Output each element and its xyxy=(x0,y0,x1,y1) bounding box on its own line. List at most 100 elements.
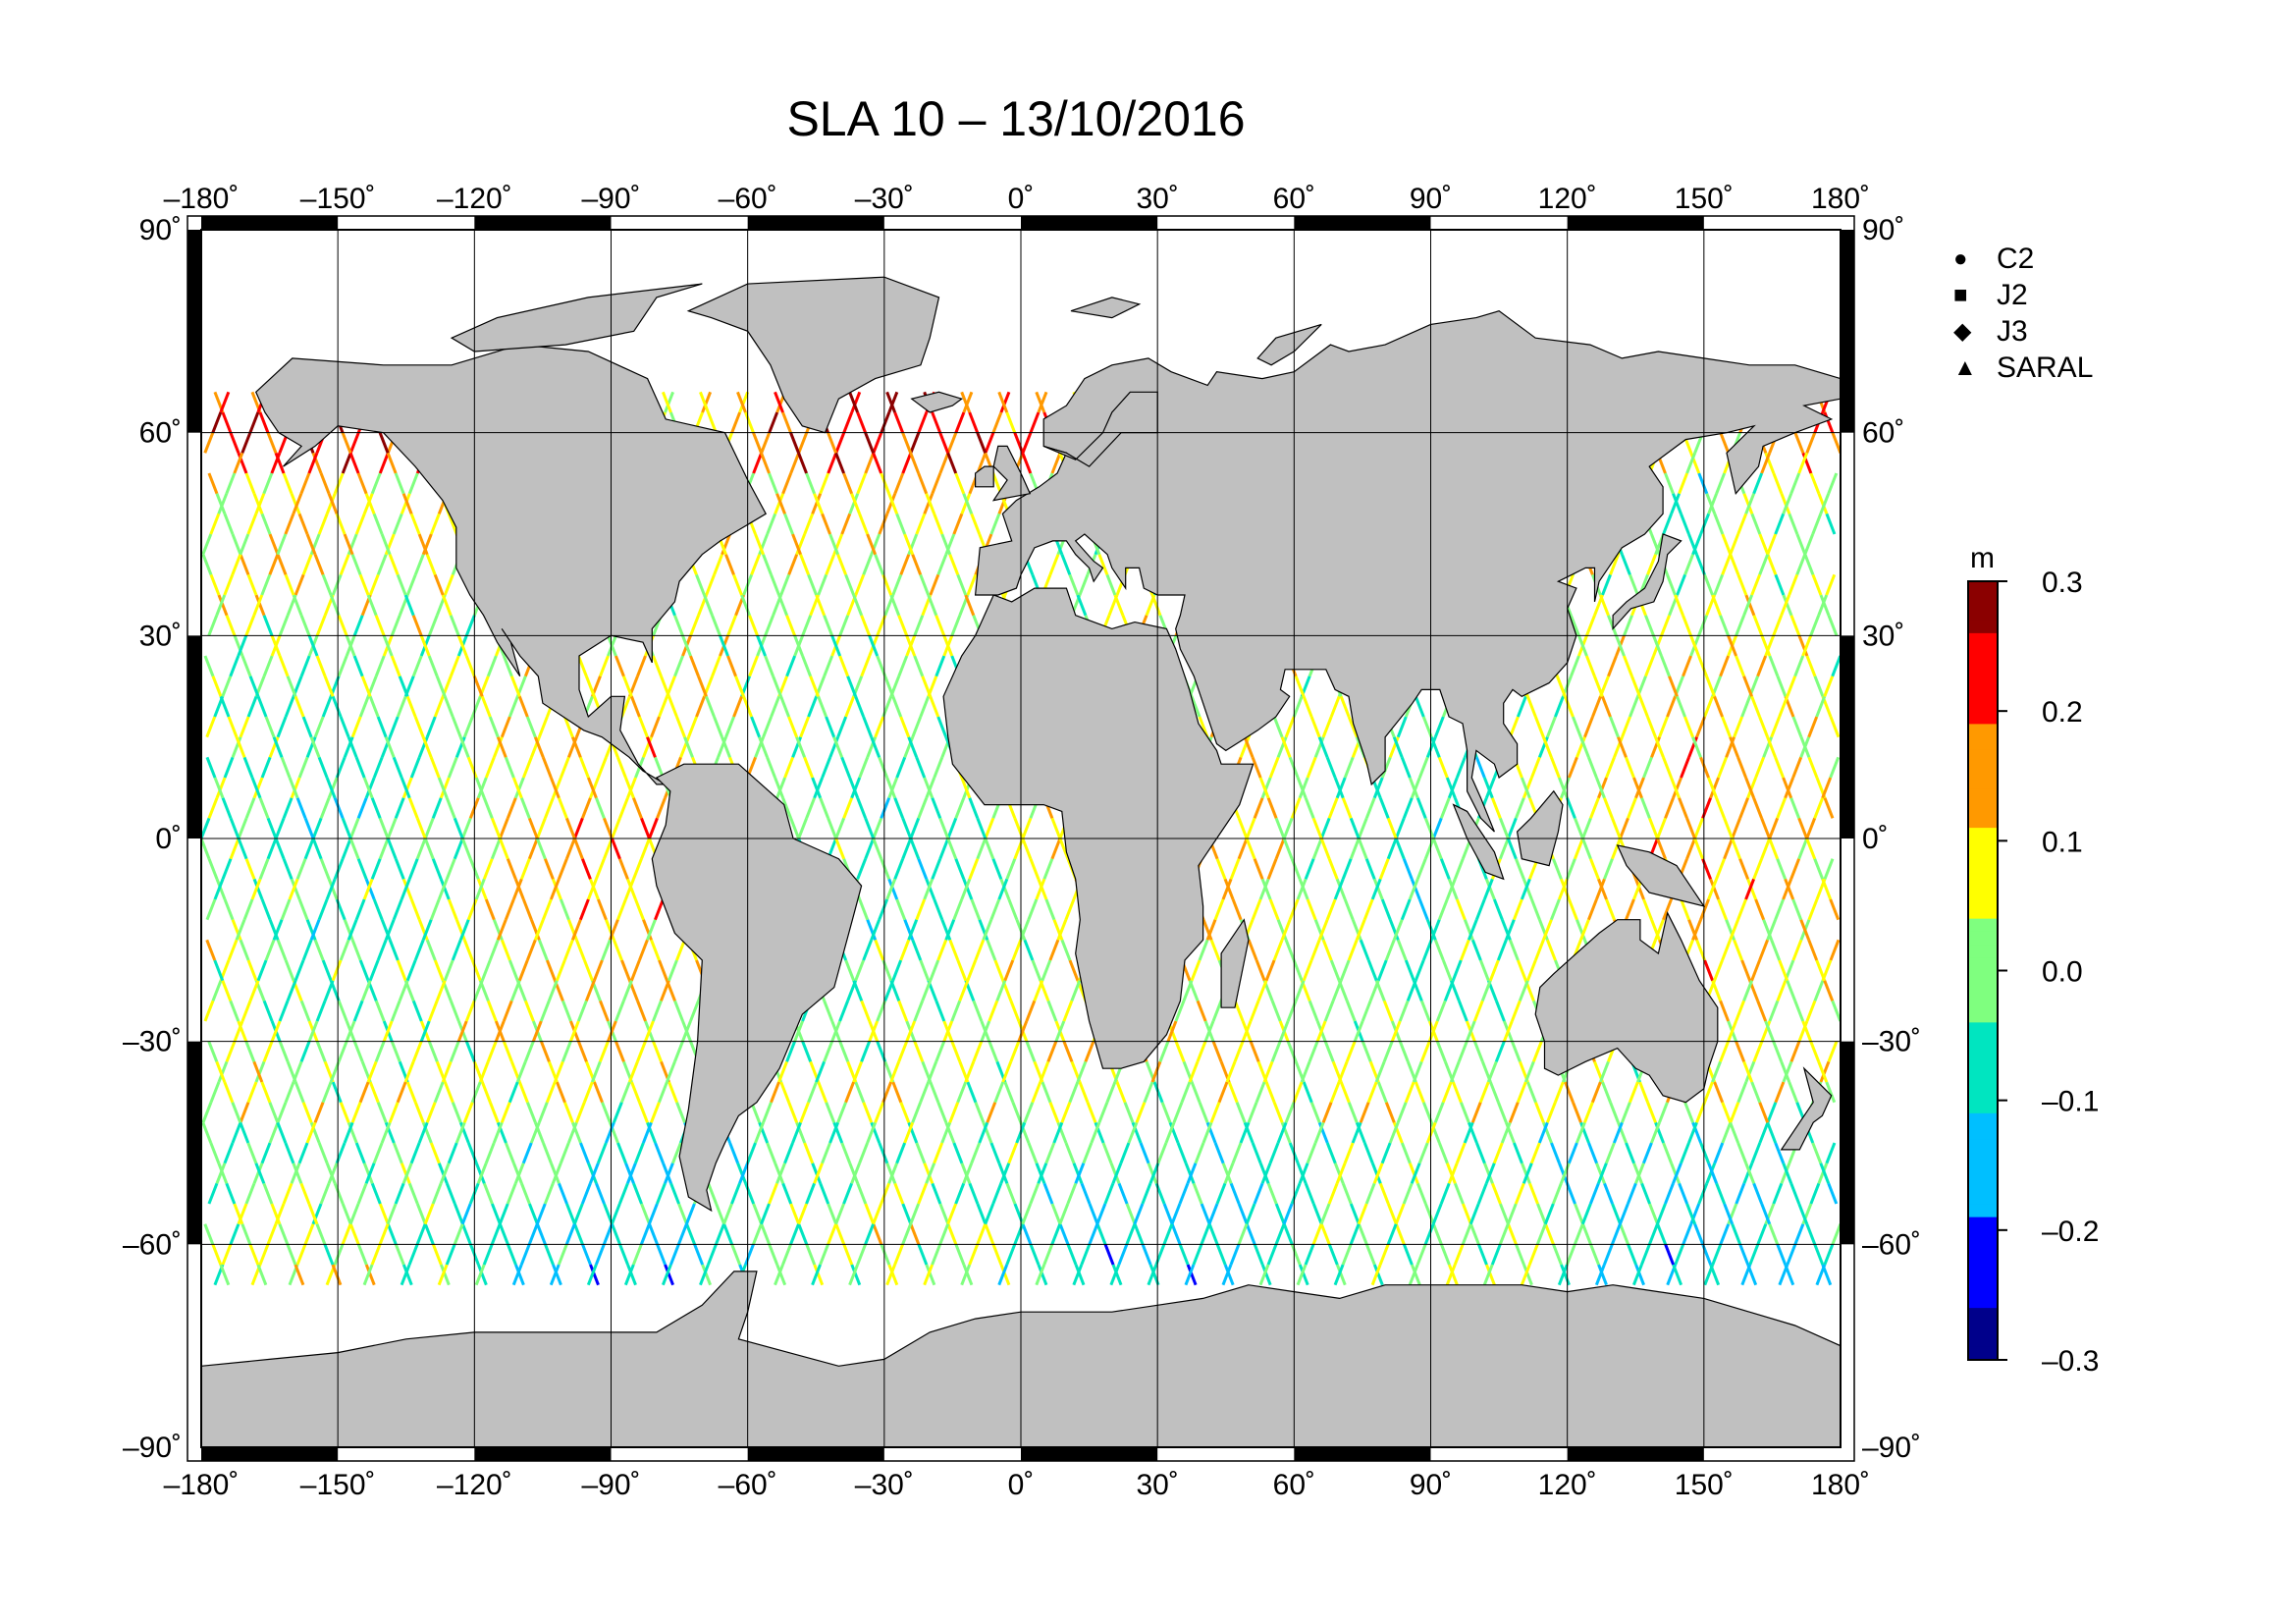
altimetry-track-segment xyxy=(986,1102,997,1123)
altimetry-track-segment xyxy=(1541,736,1553,758)
altimetry-track-segment xyxy=(1774,898,1786,921)
altimetry-track-segment xyxy=(1609,554,1620,575)
lon-tick-label: –30˚ xyxy=(855,183,914,215)
altimetry-track-segment xyxy=(1693,838,1704,860)
altimetry-track-segment xyxy=(427,615,439,636)
altimetry-track-segment xyxy=(1825,513,1837,535)
altimetry-track-segment xyxy=(1788,573,1799,596)
altimetry-track-segment xyxy=(460,1203,472,1225)
altimetry-track-segment xyxy=(858,1142,870,1164)
altimetry-track-segment xyxy=(201,1102,213,1123)
colorbar-segment xyxy=(1968,697,1998,712)
altimetry-track-segment xyxy=(231,1121,242,1144)
altimetry-track-segment xyxy=(1508,716,1520,738)
altimetry-track-segment xyxy=(817,573,828,596)
altimetry-track-segment xyxy=(713,554,724,575)
altimetry-track-segment xyxy=(1437,898,1449,921)
altimetry-track-segment xyxy=(976,1203,988,1225)
altimetry-track-segment xyxy=(1766,1121,1778,1144)
altimetry-track-segment xyxy=(525,716,537,738)
altimetry-track-segment xyxy=(1735,1000,1745,1022)
altimetry-track-segment xyxy=(1654,919,1665,941)
altimetry-track-segment xyxy=(795,736,807,758)
altimetry-track-segment xyxy=(954,411,966,434)
altimetry-track-segment xyxy=(1707,878,1718,900)
altimetry-track-segment xyxy=(1674,594,1684,617)
altimetry-track-segment xyxy=(901,452,913,474)
land-borneo xyxy=(1516,789,1564,867)
altimetry-track-segment xyxy=(207,858,219,880)
altimetry-track-segment xyxy=(677,1203,688,1225)
altimetry-track-segment xyxy=(991,1243,1003,1266)
altimetry-track-segment xyxy=(1809,1041,1821,1062)
altimetry-track-segment xyxy=(860,1041,872,1062)
altimetry-track-segment xyxy=(966,573,978,596)
altimetry-track-segment xyxy=(668,1243,680,1266)
altimetry-track-segment xyxy=(1221,878,1233,900)
altimetry-track-segment xyxy=(1738,858,1750,880)
altimetry-track-segment xyxy=(1394,1203,1406,1225)
altimetry-track-segment xyxy=(1813,797,1825,819)
altimetry-track-segment xyxy=(1425,1121,1437,1144)
altimetry-track-segment xyxy=(201,838,211,860)
altimetry-track-segment xyxy=(1516,959,1527,982)
altimetry-track-segment xyxy=(1654,736,1665,758)
frame-band-top xyxy=(1294,216,1431,230)
altimetry-track-segment xyxy=(286,980,297,1001)
altimetry-track-segment xyxy=(889,594,901,617)
lat-tick-label: 90˚ xyxy=(139,214,182,246)
altimetry-track-segment xyxy=(1805,432,1817,454)
altimetry-track-segment xyxy=(1672,1163,1682,1184)
altimetry-track-segment xyxy=(1306,756,1317,779)
altimetry-track-segment xyxy=(1192,1243,1203,1266)
altimetry-track-segment xyxy=(1162,1223,1174,1245)
altimetry-track-segment xyxy=(1719,1041,1730,1062)
altimetry-track-segment xyxy=(260,898,272,921)
altimetry-track-segment xyxy=(1587,756,1598,779)
altimetry-track-segment xyxy=(239,554,250,575)
altimetry-track-segment xyxy=(1776,858,1788,880)
colorbar-segment xyxy=(1968,763,1998,777)
altimetry-track-segment xyxy=(1529,1142,1541,1164)
altimetry-track-segment xyxy=(201,817,211,839)
altimetry-track-segment xyxy=(1705,1163,1717,1184)
altimetry-track-segment xyxy=(262,472,274,495)
altimetry-track-segment xyxy=(925,878,936,900)
altimetry-track-segment xyxy=(562,939,574,961)
altimetry-track-segment xyxy=(407,1243,419,1266)
altimetry-track-segment xyxy=(909,432,921,454)
altimetry-track-segment xyxy=(600,939,612,961)
altimetry-track-segment xyxy=(1680,756,1690,779)
altimetry-track-segment xyxy=(244,797,256,819)
altimetry-track-segment xyxy=(258,1243,270,1266)
altimetry-track-segment xyxy=(482,797,494,819)
altimetry-track-segment xyxy=(425,716,437,738)
altimetry-track-segment xyxy=(366,1060,378,1083)
altimetry-track-segment xyxy=(1343,898,1355,921)
altimetry-track-segment xyxy=(1515,1243,1525,1266)
altimetry-track-segment xyxy=(1819,1060,1831,1083)
altimetry-track-segment xyxy=(760,1223,772,1245)
altimetry-track-segment xyxy=(1058,1203,1070,1225)
altimetry-track-segment xyxy=(221,1243,233,1266)
altimetry-track-segment xyxy=(292,594,303,617)
altimetry-track-segment xyxy=(1378,858,1390,880)
colorbar-segment xyxy=(1968,659,1998,674)
altimetry-track-segment xyxy=(997,391,1009,413)
altimetry-track-segment xyxy=(388,1102,400,1123)
altimetry-track-segment xyxy=(1625,898,1635,921)
altimetry-track-segment xyxy=(1260,878,1272,900)
altimetry-track-segment xyxy=(1521,1163,1531,1184)
altimetry-track-segment xyxy=(421,919,433,941)
altimetry-track-segment xyxy=(1803,554,1815,575)
altimetry-track-segment xyxy=(1736,756,1747,779)
altimetry-track-segment xyxy=(774,777,784,799)
altimetry-track-segment xyxy=(766,1142,777,1164)
altimetry-track-segment xyxy=(260,573,272,596)
altimetry-track-segment xyxy=(1050,1223,1062,1245)
altimetry-track-segment xyxy=(401,493,413,514)
altimetry-track-segment xyxy=(1078,573,1090,596)
altimetry-track-segment xyxy=(1750,1142,1762,1164)
altimetry-track-segment xyxy=(1721,554,1733,575)
altimetry-track-segment xyxy=(307,1020,319,1043)
